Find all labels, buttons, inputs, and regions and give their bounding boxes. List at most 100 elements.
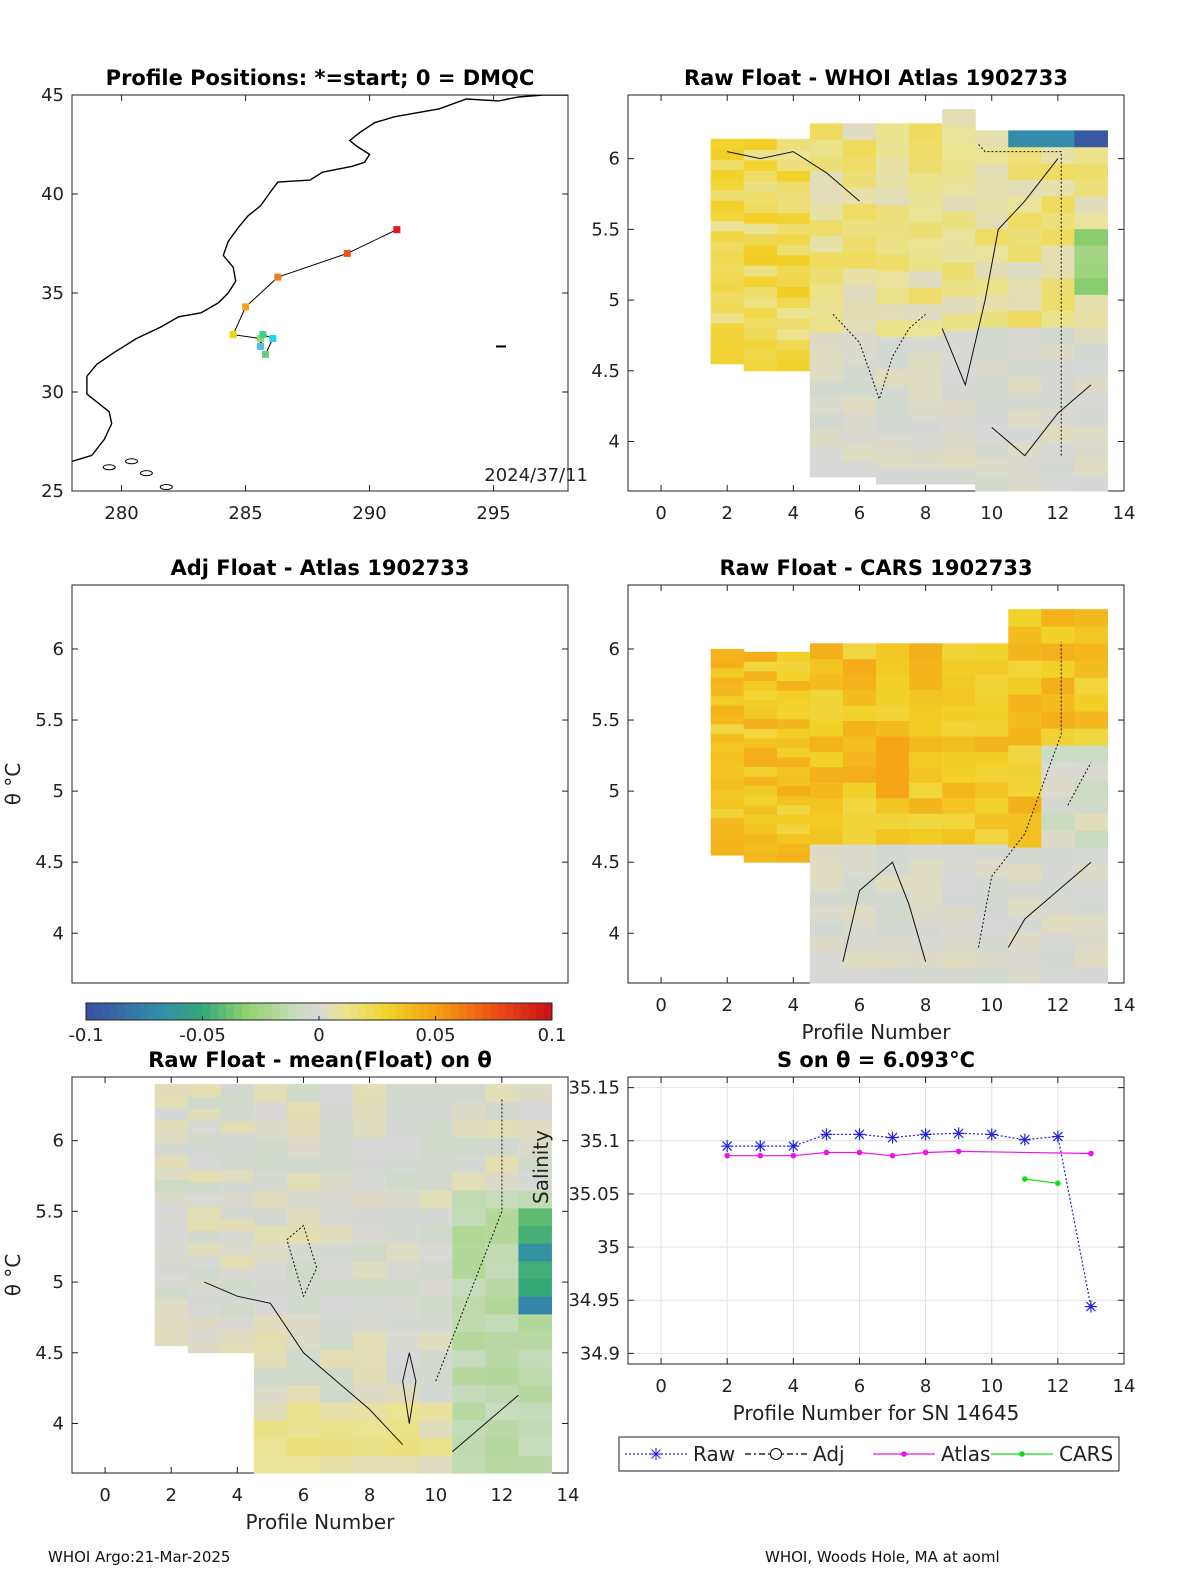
raw-mean-cell	[419, 1172, 453, 1191]
raw-whoi-cell	[876, 270, 910, 288]
salinity-xtick-label: 12	[1046, 1376, 1069, 1397]
raw-mean-cell	[518, 1137, 552, 1156]
raw-whoi-cell	[842, 412, 877, 430]
raw-mean-cell	[386, 1243, 420, 1262]
raw-mean-cell	[154, 1084, 189, 1097]
raw-cars-cell	[842, 720, 877, 737]
raw-cars-ytick-label: 4	[609, 923, 620, 944]
raw-cars-cell	[1008, 728, 1042, 746]
raw-mean-cell	[485, 1313, 519, 1333]
raw-cars-cell	[876, 874, 910, 891]
raw-mean-xtick-label: 12	[490, 1485, 513, 1506]
raw-cars-cell	[743, 718, 778, 729]
colorbar-segment	[86, 1003, 95, 1020]
raw-cars-cell	[942, 674, 976, 691]
raw-mean-cell	[386, 1101, 420, 1120]
raw-cars-cell	[776, 747, 811, 758]
raw-cars-cell	[876, 921, 910, 938]
raw-cars-cell	[776, 843, 811, 854]
raw-whoi-cell	[942, 398, 976, 417]
raw-mean-cell	[353, 1243, 387, 1262]
raw-cars-cell	[975, 890, 1009, 907]
raw-mean-cell	[353, 1278, 387, 1297]
raw-cars-cell	[975, 782, 1009, 799]
raw-mean-cell	[386, 1084, 420, 1103]
raw-cars-cell	[743, 785, 778, 796]
raw-mean-cell	[386, 1260, 420, 1280]
raw-mean-cell	[320, 1278, 354, 1297]
raw-mean-cell	[320, 1384, 354, 1403]
raw-whoi-cell	[743, 286, 778, 298]
raw-cars-cell	[909, 890, 943, 907]
raw-cars-cell	[975, 766, 1009, 783]
raw-whoi-xtick-label: 2	[721, 503, 732, 524]
raw-mean-cell	[220, 1120, 255, 1134]
raw-cars-cell	[710, 714, 745, 725]
raw-mean-cell	[187, 1340, 222, 1354]
raw-mean-cell	[286, 1437, 321, 1456]
raw-mean-cell	[154, 1203, 189, 1216]
track-point-4	[229, 331, 237, 339]
raw-cars-cell	[809, 890, 844, 907]
colorbar-segment	[218, 1003, 227, 1020]
raw-whoi-cell	[1041, 130, 1075, 148]
raw-whoi-cell	[876, 287, 910, 305]
raw-cars-cell	[809, 658, 844, 675]
raw-whoi-cell	[942, 347, 976, 366]
raw-cars-cell	[909, 967, 943, 984]
raw-cars-cell	[909, 828, 943, 845]
adj-atlas-ylabel: θ °C	[1, 763, 25, 806]
raw-mean-cell	[320, 1154, 354, 1173]
raw-mean-cell	[286, 1419, 321, 1439]
raw-whoi-cell	[710, 220, 745, 232]
raw-cars-xtick-label: 14	[1113, 995, 1136, 1016]
raw-mean-cell	[518, 1455, 552, 1474]
raw-whoi-cell	[776, 202, 811, 214]
raw-point-7	[952, 1127, 965, 1140]
adj-atlas-frame	[71, 584, 569, 984]
raw-cars-cell	[842, 828, 877, 845]
raw-whoi-cell	[1074, 195, 1108, 213]
raw-whoi-cell	[909, 188, 943, 206]
raw-cars-cell	[743, 823, 778, 834]
raw-whoi-cell	[909, 352, 943, 370]
raw-whoi-cell	[1074, 261, 1108, 279]
raw-mean-cell	[187, 1255, 222, 1268]
raw-cars-cell	[942, 828, 976, 845]
raw-whoi-cell	[776, 339, 811, 351]
raw-cars-cell	[743, 737, 778, 748]
raw-whoi-ytick-label: 5.5	[591, 219, 620, 240]
raw-cars-cell	[842, 952, 877, 969]
raw-cars-cell	[1074, 779, 1108, 797]
positions-xtick-label: 285	[228, 503, 262, 524]
raw-cars-cell	[909, 813, 943, 830]
raw-mean-xtick-label: 6	[298, 1485, 309, 1506]
raw-mean-cell	[485, 1243, 519, 1262]
raw-whoi-cell	[842, 300, 877, 317]
raw-mean-cell	[220, 1132, 255, 1146]
raw-mean-cell	[253, 1296, 288, 1315]
raw-whoi-cell	[743, 339, 778, 351]
colorbar-segment	[474, 1003, 483, 1020]
raw-mean-cell	[320, 1260, 354, 1280]
raw-whoi-cell	[809, 187, 844, 205]
legend-marker-raw	[651, 1449, 661, 1459]
raw-whoi-cell	[975, 245, 1009, 262]
raw-whoi-cell	[942, 143, 976, 161]
raw-mean-cell	[253, 1101, 288, 1120]
raw-mean-cell	[286, 1366, 321, 1386]
raw-mean-cell	[386, 1437, 420, 1456]
raw-whoi-cell	[842, 332, 877, 349]
raw-mean-cell	[452, 1419, 486, 1439]
raw-whoi-cell	[809, 284, 844, 301]
raw-whoi-cell	[842, 284, 877, 301]
colorbar-segment	[249, 1003, 258, 1020]
raw-cars-cell	[776, 814, 811, 825]
raw-whoi-cell	[975, 310, 1009, 328]
raw-mean-cell	[353, 1419, 387, 1439]
colorbar-tick-label: 0.05	[415, 1025, 455, 1046]
track-point-7	[259, 331, 267, 339]
raw-mean-cell	[452, 1402, 486, 1421]
raw-whoi-cell	[909, 401, 943, 419]
raw-cars-cell	[1008, 796, 1042, 814]
